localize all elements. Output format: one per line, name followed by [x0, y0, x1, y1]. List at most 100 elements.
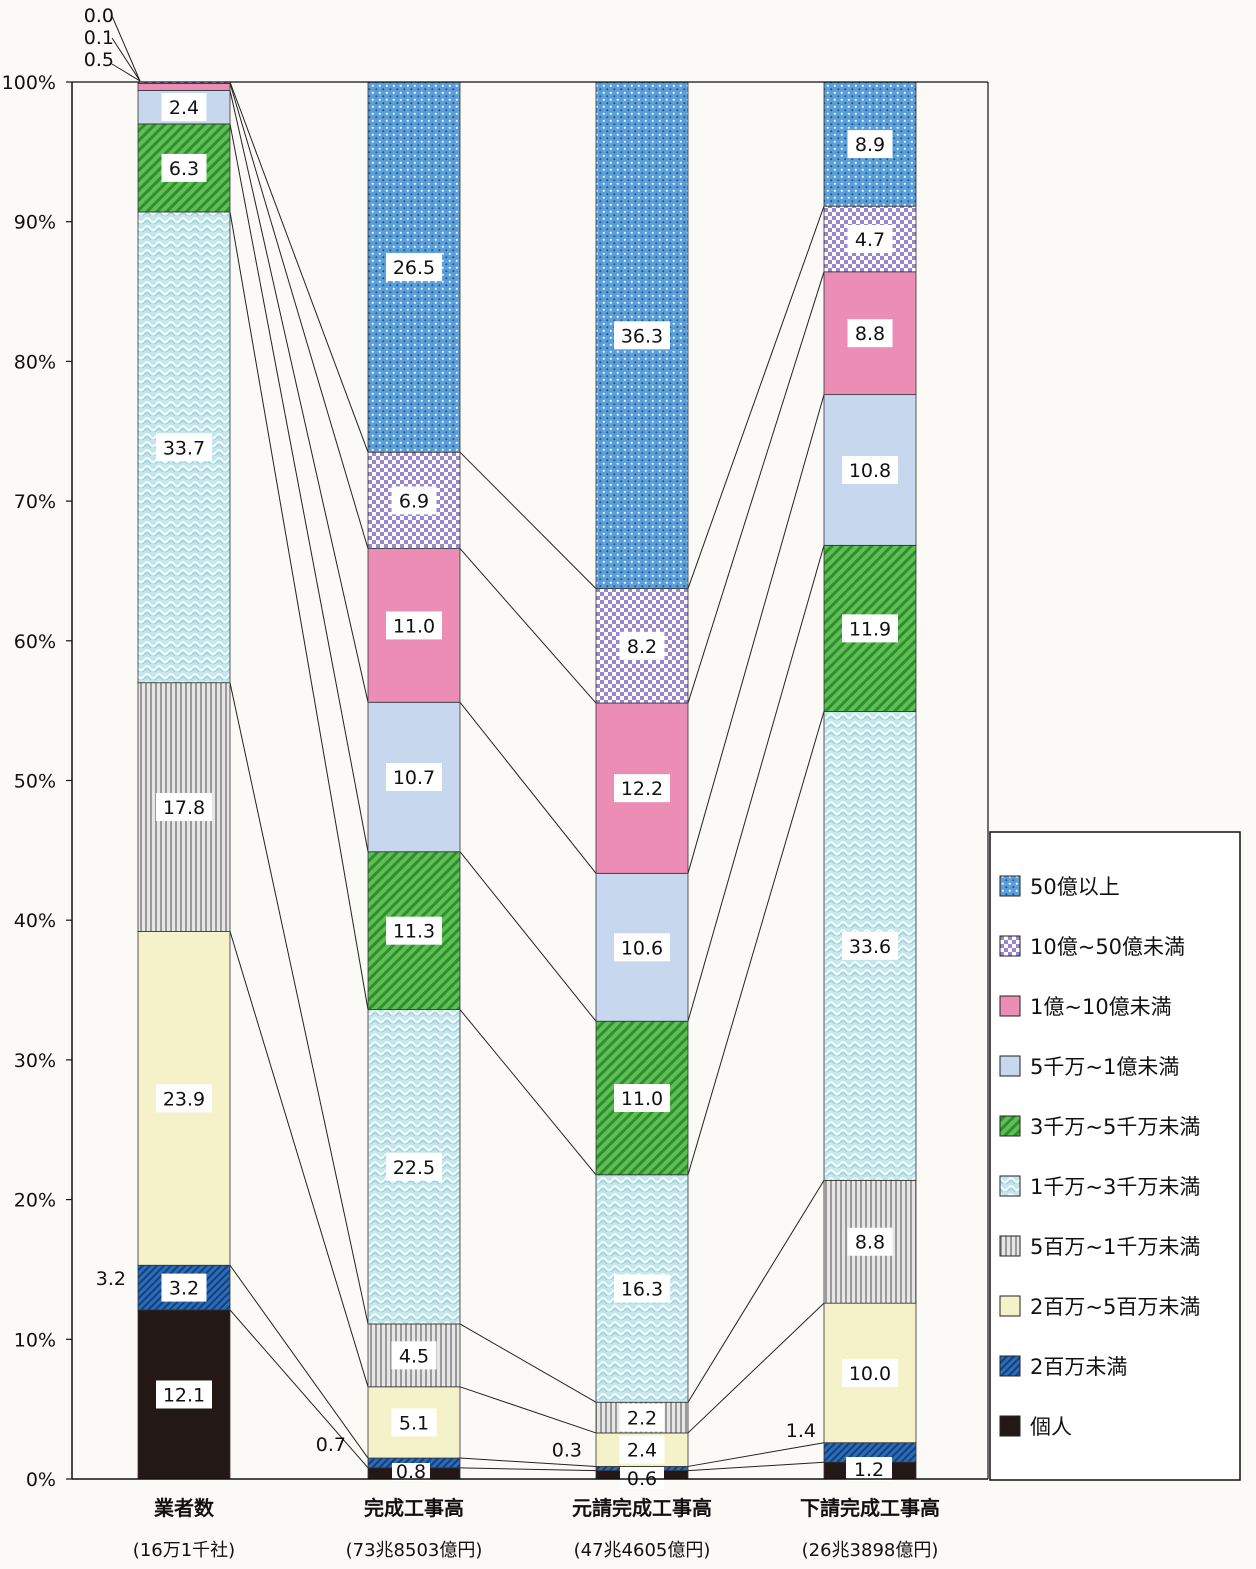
legend-swatch	[999, 1055, 1021, 1077]
data-label-box	[619, 1403, 665, 1432]
data-label-box	[156, 793, 212, 822]
data-label-box	[619, 1435, 665, 1464]
data-label: 12.2	[621, 778, 663, 800]
data-label: 33.6	[849, 936, 891, 958]
legend-label: 5千万~1億未満	[1030, 1055, 1179, 1079]
connector-line	[687, 1180, 825, 1403]
data-label-box	[614, 933, 670, 962]
data-label: 8.8	[855, 323, 885, 345]
callout-line	[111, 63, 141, 82]
connector-line	[459, 701, 597, 874]
connector-line	[687, 1302, 825, 1434]
data-label-box	[161, 153, 207, 182]
legend-swatch	[999, 1295, 1021, 1317]
y-tick-label: 60%	[14, 631, 56, 653]
data-label: 6.9	[399, 490, 429, 512]
category-label: 業者数	[154, 1496, 215, 1520]
data-label-box	[842, 614, 898, 643]
data-label: 0.7	[316, 1434, 346, 1456]
connector-line	[459, 1457, 597, 1467]
y-tick-label: 10%	[14, 1329, 56, 1351]
legend-label: 2百万未満	[1030, 1355, 1127, 1379]
data-label-box	[386, 916, 442, 945]
data-label: 0.0	[84, 5, 114, 27]
data-label-box	[161, 93, 207, 122]
legend-label: 1億~10億未満	[1030, 995, 1172, 1019]
data-label-box	[386, 253, 442, 282]
connector-line	[459, 451, 597, 589]
connector-line	[229, 1264, 369, 1459]
y-tick-label: 20%	[14, 1190, 56, 1212]
data-label: 26.5	[393, 257, 435, 279]
data-label: 3.2	[96, 1268, 126, 1290]
legend-swatch	[999, 1355, 1021, 1377]
legend-swatch	[999, 1235, 1021, 1257]
connector-line	[229, 81, 369, 453]
legend-swatch	[999, 995, 1021, 1017]
legend: 50億以上 10億~50億未満 1億~10億未満 5千万~1億未満 3千万~5千万未満 1…	[989, 831, 1241, 1481]
data-label-box	[156, 1380, 212, 1409]
category-sublabel: (47兆4605億円)	[574, 1540, 711, 1561]
data-label-box	[842, 931, 898, 960]
data-label: 5.1	[399, 1412, 429, 1434]
data-label: 8.9	[855, 134, 885, 156]
data-label-box	[614, 1274, 670, 1303]
data-label: 22.5	[393, 1157, 435, 1179]
connector-line	[229, 123, 369, 852]
callout-line	[111, 37, 141, 82]
data-label: 8.2	[627, 636, 657, 658]
data-label: 0.1	[84, 27, 114, 49]
legend-swatch	[999, 1415, 1021, 1437]
connector-line	[459, 1323, 597, 1403]
data-label-box	[619, 631, 665, 660]
y-tick-label: 90%	[14, 212, 56, 234]
legend-label: 個人	[1030, 1415, 1072, 1439]
category-label: 完成工事高	[364, 1496, 464, 1520]
y-tick-label: 30%	[14, 1050, 56, 1072]
legend-swatch	[999, 1115, 1021, 1137]
data-label: 1.2	[854, 1459, 884, 1481]
category-label: 元請完成工事高	[572, 1496, 712, 1520]
data-label: 10.6	[621, 937, 663, 959]
data-label: 16.3	[621, 1279, 663, 1301]
connector-lines	[229, 81, 825, 1472]
data-label: 0.8	[396, 1461, 426, 1483]
data-label: 17.8	[163, 797, 205, 819]
connector-line	[687, 1461, 825, 1472]
category-sublabel: (26兆3898億円)	[802, 1540, 939, 1561]
category-label: 下請完成工事高	[800, 1496, 940, 1520]
connector-line	[229, 931, 369, 1387]
data-label: 8.8	[855, 1232, 885, 1254]
data-label-box	[391, 1408, 437, 1437]
connector-line	[229, 211, 369, 1010]
category-sublabel: (16万1千社)	[133, 1540, 235, 1561]
data-label: 11.0	[621, 1088, 663, 1110]
legend-label: 5百万~1千万未満	[1030, 1235, 1200, 1259]
data-label: 36.3	[621, 325, 663, 347]
data-label: 0.5	[84, 49, 114, 71]
connector-line	[459, 1386, 597, 1434]
data-label: 10.7	[393, 767, 435, 789]
data-label: 4.5	[399, 1345, 429, 1367]
y-tick-label: 40%	[14, 910, 56, 932]
connector-line	[687, 271, 825, 704]
legend-box	[989, 831, 1241, 1481]
connector-line	[687, 394, 825, 874]
data-label: 23.9	[163, 1088, 205, 1110]
data-label-box	[386, 1152, 442, 1181]
data-label: 10.8	[849, 460, 891, 482]
data-label-box	[386, 763, 442, 792]
data-label: 33.7	[163, 437, 205, 459]
data-label-box	[846, 1457, 892, 1481]
connector-line	[459, 1467, 597, 1472]
data-label-box	[614, 1084, 670, 1112]
connector-line	[687, 711, 825, 1175]
data-label-box	[386, 611, 442, 640]
data-label-box	[392, 1463, 430, 1481]
y-tick-label: 0%	[26, 1469, 56, 1491]
legend-label: 50億以上	[1030, 875, 1120, 899]
data-label-box	[842, 1358, 898, 1387]
legend-swatch	[999, 875, 1021, 897]
data-label-box	[161, 1273, 207, 1302]
